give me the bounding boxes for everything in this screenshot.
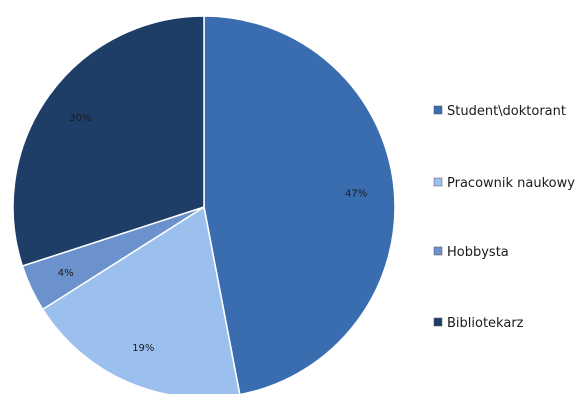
slice-label-student-doktorant: 47%	[345, 189, 367, 200]
legend-swatch-pracownik-naukowy	[433, 177, 443, 187]
legend-label-bibliotekarz: Bibliotekarz	[447, 316, 524, 331]
slice-label-pracownik-naukowy: 19%	[132, 343, 154, 354]
slice-label-bibliotekarz: 30%	[69, 113, 91, 124]
legend-swatch-bibliotekarz	[433, 317, 443, 327]
legend-label-student-doktorant: Student\doktorant	[447, 104, 566, 119]
slice-labels: 47% 19% 4% 30%	[58, 113, 367, 354]
legend-label-pracownik-naukowy: Pracownik naukowy	[447, 176, 575, 191]
legend: Student\doktorant Pracownik naukowy Hobbys…	[433, 104, 575, 331]
legend-label-hobbysta: Hobbysta	[447, 245, 509, 260]
slice-label-hobbysta: 4%	[58, 268, 74, 279]
legend-swatch-hobbysta	[433, 246, 443, 256]
pie-slice-bibliotekarz	[12, 15, 205, 267]
legend-swatch-student-doktorant	[433, 105, 443, 115]
pie-slices	[12, 15, 396, 394]
pie-slice-student-doktorant	[203, 15, 396, 394]
pie-slice-pracownik-naukowy	[41, 205, 241, 394]
